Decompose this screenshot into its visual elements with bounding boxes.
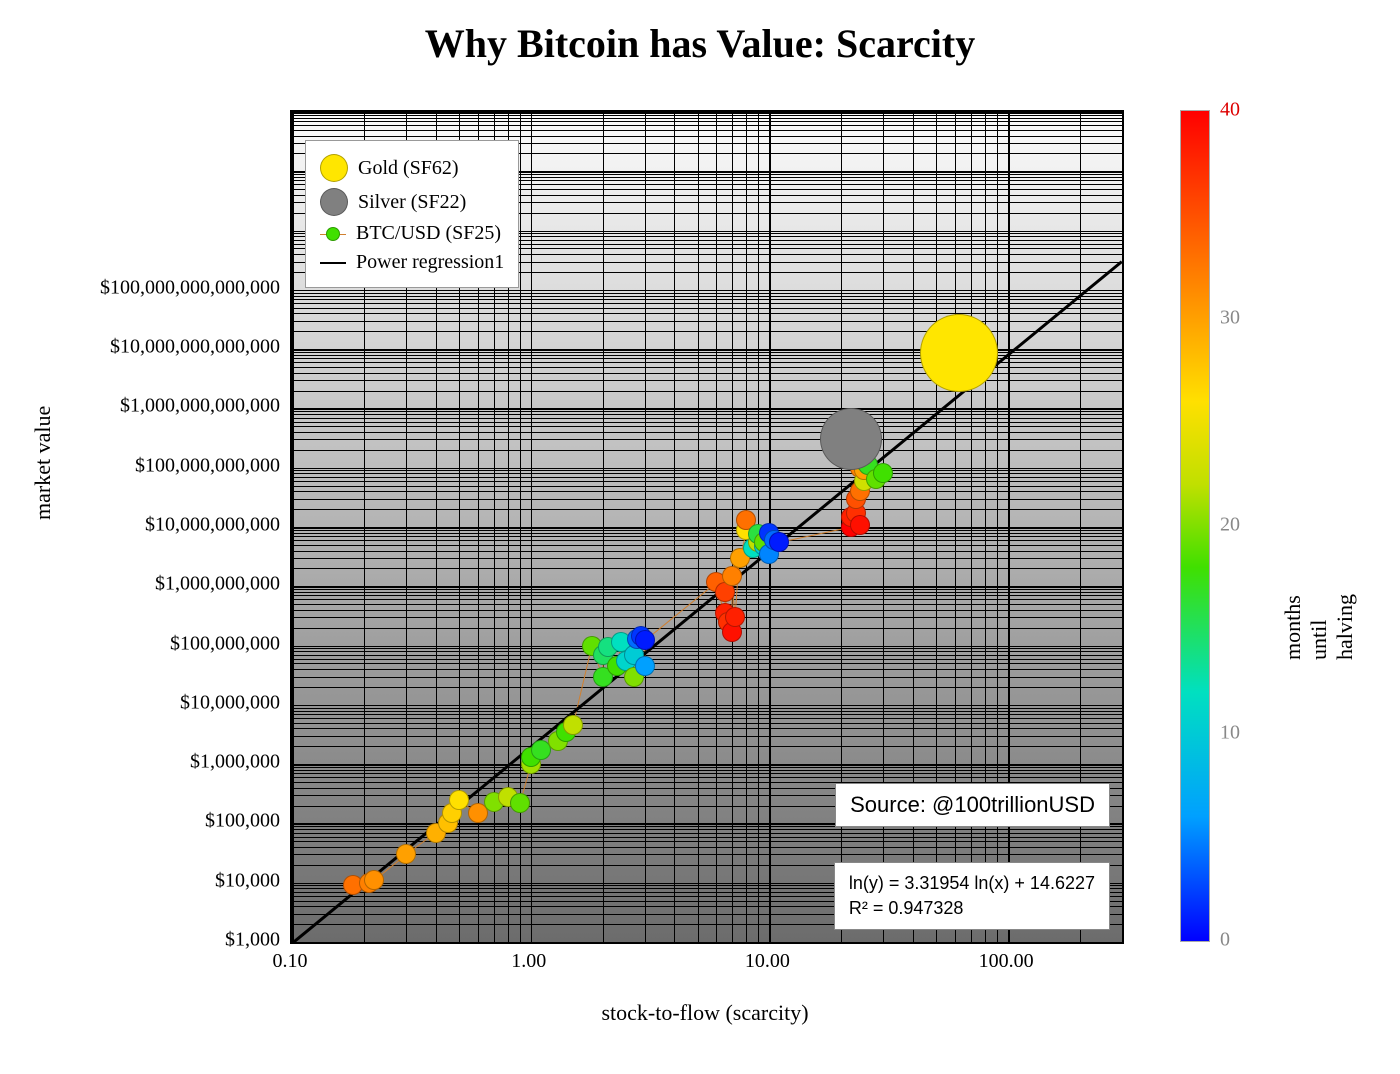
btc-point xyxy=(449,790,469,810)
legend-item: BTC/USD (SF25) xyxy=(320,219,504,248)
x-tick: 0.10 xyxy=(273,950,308,973)
legend-box: Gold (SF62) Silver (SF22) BTC/USD (SF25) Po… xyxy=(305,140,519,288)
btc-point xyxy=(769,532,789,552)
btc-point xyxy=(725,607,745,627)
equation-line-1: ln(y) = 3.31954 ln(x) + 14.6227 xyxy=(849,871,1095,896)
y-tick: $100,000,000,000,000 xyxy=(40,276,280,299)
silver-point xyxy=(820,408,882,470)
legend-label: BTC/USD (SF25) xyxy=(356,222,501,245)
source-box: Source: @100trillionUSD xyxy=(835,783,1110,827)
x-tick: 1.00 xyxy=(511,950,546,973)
btc-point xyxy=(364,870,384,890)
legend-label: Silver (SF22) xyxy=(358,191,466,214)
y-tick: $1,000,000,000,000 xyxy=(40,395,280,418)
btc-point xyxy=(635,630,655,650)
equation-box: ln(y) = 3.31954 ln(x) + 14.6227 R² = 0.9… xyxy=(834,862,1110,930)
legend-item: Silver (SF22) xyxy=(320,185,504,219)
btc-point xyxy=(396,844,416,864)
x-tick: 100.00 xyxy=(979,950,1034,973)
btc-point xyxy=(873,463,893,483)
colorbar-tick: 10 xyxy=(1220,721,1240,744)
legend-line-icon xyxy=(320,262,346,264)
btc-point xyxy=(563,715,583,735)
legend-item: Power regression1 xyxy=(320,248,504,277)
colorbar-tick: 20 xyxy=(1220,514,1240,537)
btc-point xyxy=(722,566,742,586)
chart-title: Why Bitcoin has Value: Scarcity xyxy=(20,20,1380,67)
y-tick: $100,000 xyxy=(40,810,280,833)
y-tick: $10,000,000,000 xyxy=(40,514,280,537)
btc-point xyxy=(850,515,870,535)
legend-marker-icon xyxy=(320,188,348,216)
colorbar-tick: 30 xyxy=(1220,306,1240,329)
y-tick: $100,000,000,000 xyxy=(40,454,280,477)
legend-item: Gold (SF62) xyxy=(320,151,504,185)
y-tick: $100,000,000 xyxy=(40,632,280,655)
y-tick: $10,000,000,000,000 xyxy=(40,336,280,359)
x-axis-label: stock-to-flow (scarcity) xyxy=(290,1000,1120,1026)
colorbar-label: months until halving xyxy=(1280,560,1358,660)
x-tick: 10.00 xyxy=(745,950,790,973)
btc-point xyxy=(635,656,655,676)
colorbar xyxy=(1180,110,1210,942)
colorbar-tick: 40 xyxy=(1220,99,1240,122)
y-tick: $1,000,000,000 xyxy=(40,573,280,596)
legend-label: Gold (SF62) xyxy=(358,157,459,180)
colorbar-tick: 0 xyxy=(1220,929,1230,952)
btc-point xyxy=(510,793,530,813)
legend-label: Power regression1 xyxy=(356,251,504,274)
legend-marker-icon xyxy=(320,227,346,241)
y-tick: $1,000 xyxy=(40,929,280,952)
y-tick: $10,000 xyxy=(40,869,280,892)
y-tick: $1,000,000 xyxy=(40,751,280,774)
gold-point xyxy=(920,314,998,392)
y-tick: $10,000,000 xyxy=(40,691,280,714)
equation-line-2: R² = 0.947328 xyxy=(849,896,1095,921)
legend-marker-icon xyxy=(320,154,348,182)
